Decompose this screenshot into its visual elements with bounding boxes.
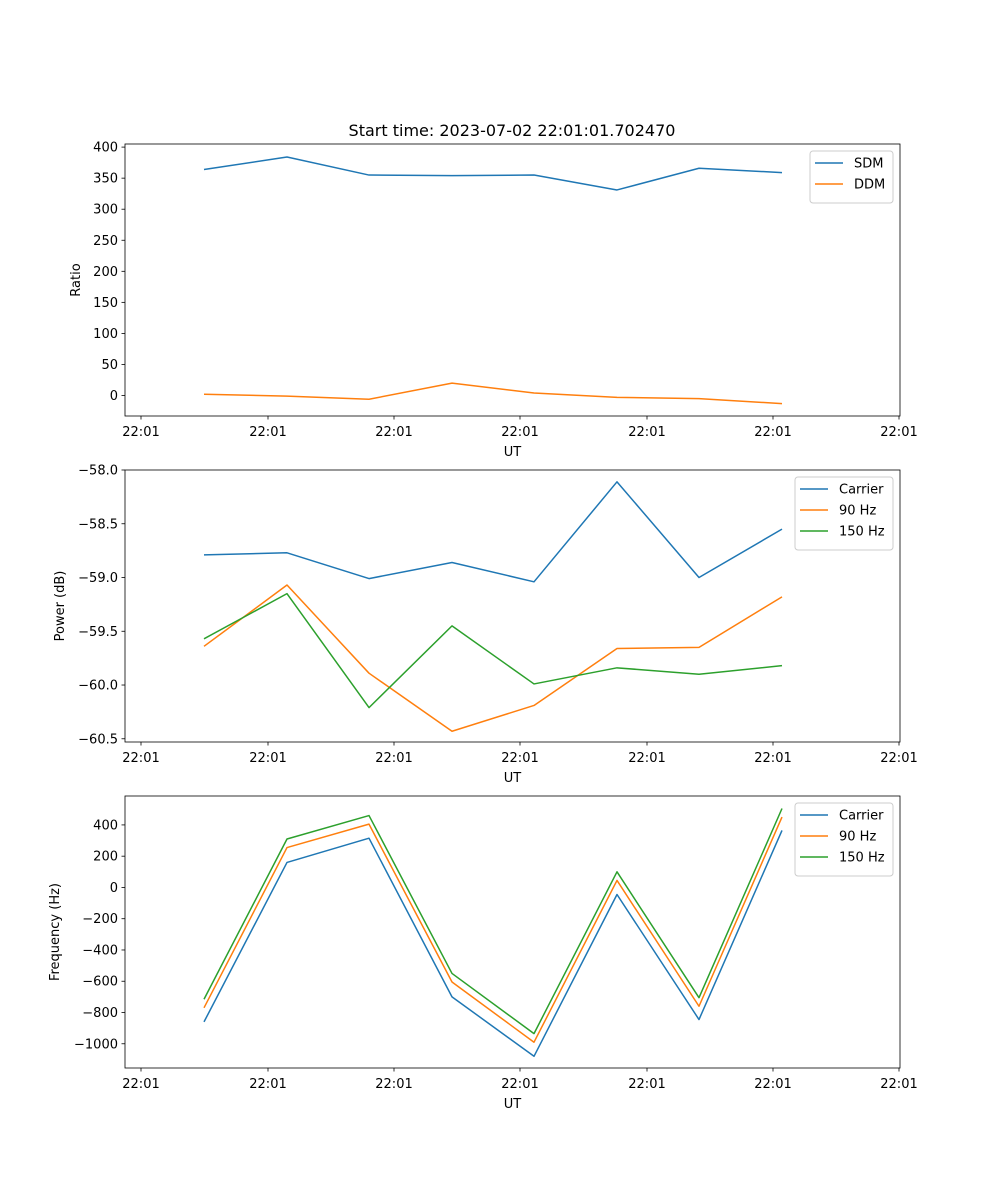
legend-label: 90 Hz bbox=[839, 504, 876, 519]
series-line-sdm bbox=[203, 156, 783, 191]
y-tick-label: −60.0 bbox=[78, 679, 118, 694]
axes-frame bbox=[124, 795, 901, 1069]
series-line-carrier bbox=[203, 830, 783, 1058]
x-tick-label: 22:01 bbox=[501, 751, 538, 766]
y-tick-label: 300 bbox=[93, 203, 118, 218]
x-tick-label: 22:01 bbox=[375, 751, 412, 766]
legend-label: 150 Hz bbox=[839, 525, 885, 540]
legend-label: 90 Hz bbox=[839, 830, 876, 845]
figure-title: Start time: 2023-07-02 22:01:01.702470 bbox=[349, 121, 676, 140]
x-tick-label: 22:01 bbox=[754, 1077, 791, 1092]
x-tick-label: 22:01 bbox=[880, 1077, 917, 1092]
series-line-ddm bbox=[203, 382, 783, 405]
x-tick-label: 22:01 bbox=[122, 425, 159, 440]
chart-panel-3: −1000 −800 −600 −400 −200 0 200 400 22:01 22:01 22… bbox=[48, 795, 918, 1112]
x-tick-label: 22:01 bbox=[628, 425, 665, 440]
legend-box bbox=[809, 150, 894, 204]
y-axis-label: Frequency (Hz) bbox=[48, 883, 63, 981]
y-tick-label: −1000 bbox=[74, 1037, 118, 1052]
y-tick-label: −59.0 bbox=[78, 571, 118, 586]
legend: SDM DDM bbox=[809, 150, 894, 204]
series-line-150-hz bbox=[203, 592, 783, 709]
x-tick-label: 22:01 bbox=[375, 425, 412, 440]
x-tick-label: 22:01 bbox=[375, 1077, 412, 1092]
y-tick-label: −600 bbox=[82, 975, 118, 990]
axes-frame bbox=[124, 143, 901, 417]
y-tick-label: 350 bbox=[93, 172, 118, 187]
y-tick-label: 250 bbox=[93, 234, 118, 249]
y-tick-label: −58.0 bbox=[78, 464, 118, 479]
x-tick-label: 22:01 bbox=[501, 425, 538, 440]
legend: Carrier 90 Hz 150 Hz bbox=[794, 802, 894, 877]
x-tick-label: 22:01 bbox=[754, 425, 791, 440]
series-line-90-hz bbox=[203, 816, 783, 1043]
y-tick-label: 0 bbox=[110, 881, 118, 896]
legend-label: DDM bbox=[854, 178, 885, 193]
legend-label: Carrier bbox=[839, 483, 884, 498]
y-tick-label: 0 bbox=[110, 389, 118, 404]
series-line-carrier bbox=[203, 481, 783, 583]
x-tick-label: 22:01 bbox=[628, 751, 665, 766]
x-tick-label: 22:01 bbox=[880, 425, 917, 440]
x-tick-label: 22:01 bbox=[122, 751, 159, 766]
x-tick-label: 22:01 bbox=[249, 425, 286, 440]
legend-label: SDM bbox=[854, 157, 883, 172]
y-tick-label: −59.5 bbox=[78, 625, 118, 640]
legend: Carrier 90 Hz 150 Hz bbox=[794, 476, 894, 551]
chart-panel-2: −60.5 −60.0 −59.5 −59.0 −58.5 −58.0 22:01 22:01… bbox=[53, 464, 918, 787]
legend-label: 150 Hz bbox=[839, 851, 885, 866]
y-tick-label: −200 bbox=[82, 912, 118, 927]
x-tick-label: 22:01 bbox=[880, 751, 917, 766]
legend-label: Carrier bbox=[839, 809, 884, 824]
y-tick-label: 400 bbox=[93, 141, 118, 156]
series-line-150-hz bbox=[203, 808, 783, 1035]
y-tick-label: 200 bbox=[93, 850, 118, 865]
y-tick-label: 50 bbox=[101, 358, 118, 373]
x-axis-label: UT bbox=[504, 771, 522, 786]
x-tick-label: 22:01 bbox=[249, 1077, 286, 1092]
y-tick-label: −60.5 bbox=[78, 732, 118, 747]
x-axis-label: UT bbox=[504, 445, 522, 460]
x-tick-label: 22:01 bbox=[628, 1077, 665, 1092]
y-axis-label: Ratio bbox=[69, 263, 84, 296]
x-tick-label: 22:01 bbox=[501, 1077, 538, 1092]
y-tick-label: 400 bbox=[93, 818, 118, 833]
y-tick-label: 200 bbox=[93, 265, 118, 280]
y-tick-label: −400 bbox=[82, 943, 118, 958]
y-tick-label: −800 bbox=[82, 1006, 118, 1021]
y-axis-label: Power (dB) bbox=[53, 571, 68, 642]
y-tick-label: 150 bbox=[93, 296, 118, 311]
x-tick-label: 22:01 bbox=[122, 1077, 159, 1092]
x-tick-label: 22:01 bbox=[249, 751, 286, 766]
y-tick-label: 100 bbox=[93, 327, 118, 342]
y-tick-label: −58.5 bbox=[78, 517, 118, 532]
x-axis-label: UT bbox=[504, 1097, 522, 1112]
series-line-90-hz bbox=[203, 584, 783, 732]
chart-panel-1: 0 50 100 150 200 250 300 350 400 22:01 22:01 22:01 2… bbox=[69, 141, 918, 460]
axes-frame bbox=[124, 469, 901, 743]
x-tick-label: 22:01 bbox=[754, 751, 791, 766]
